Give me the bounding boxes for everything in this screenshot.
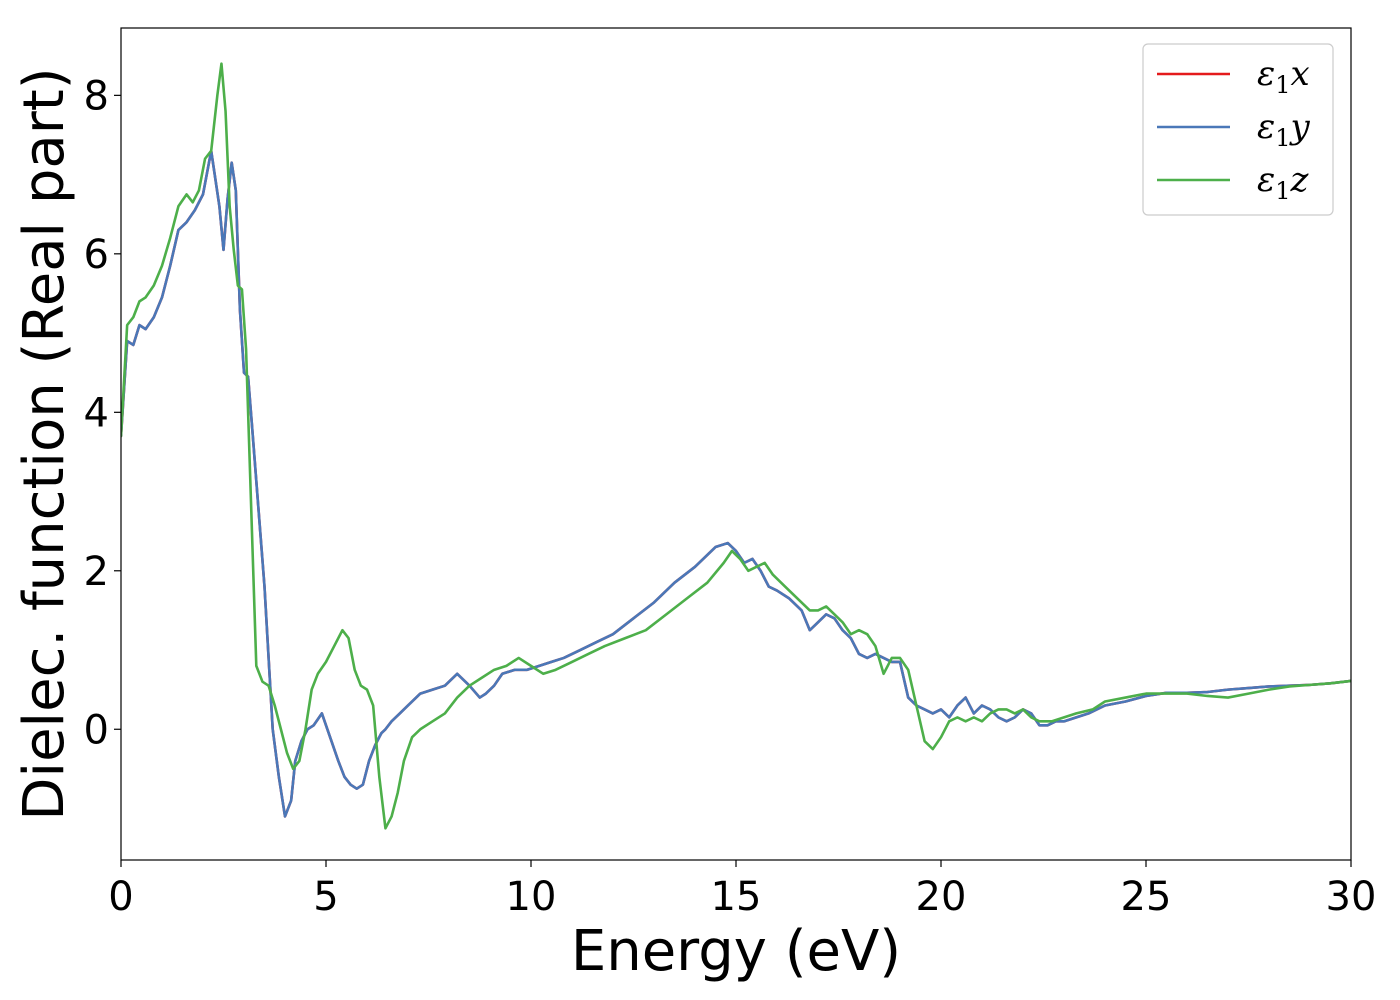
x-tick-label: 0 [108,874,133,920]
x-tick-label: 10 [506,874,557,920]
x-axis: 0 5 10 15 20 25 30 [108,860,1376,920]
legend: ε1x ε1y ε1z [1142,43,1334,216]
series-line-y [121,149,1351,818]
legend-label-y: ε1y [1257,107,1311,152]
x-tick-label: 5 [313,874,338,920]
x-tick-label: 25 [1121,874,1172,920]
x-tick-label: 20 [916,874,967,920]
y-axis: 0 2 4 6 8 [84,73,121,753]
y-tick-label: 4 [84,390,109,436]
legend-label-z: ε1z [1257,160,1310,205]
legend-label-x: ε1x [1257,54,1310,99]
y-tick-label: 2 [84,549,109,595]
legend-box [1142,43,1334,216]
y-tick-label: 6 [84,232,109,278]
x-axis-title: Energy (eV) [571,919,901,984]
y-tick-label: 0 [84,707,109,753]
y-tick-label: 8 [84,73,109,119]
series-line-z [121,62,1351,830]
series-layer [121,62,1351,830]
x-tick-label: 30 [1326,874,1377,920]
y-axis-title: Dielec. function (Real part) [12,67,77,820]
x-tick-label: 15 [711,874,762,920]
